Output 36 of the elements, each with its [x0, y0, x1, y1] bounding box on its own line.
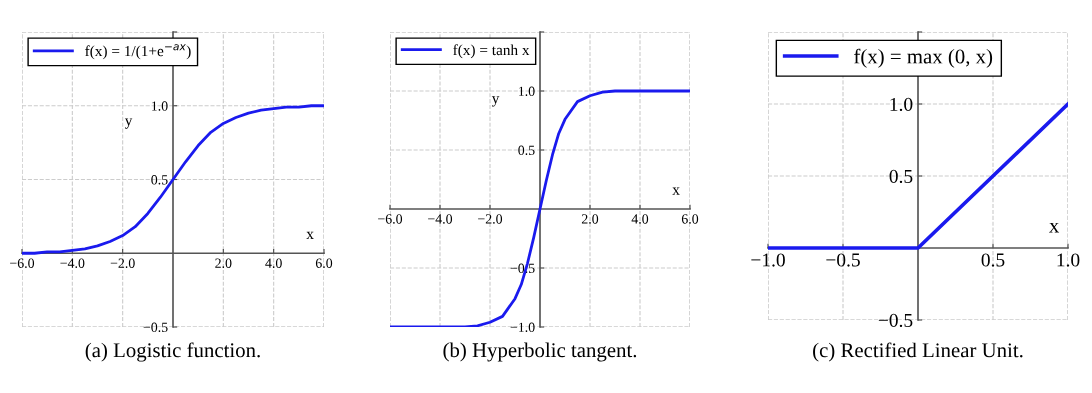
x-tick-label: 6.0	[681, 214, 699, 224]
x-tick-label: −4.0	[428, 214, 453, 224]
x-tick-label: 6.0	[315, 258, 333, 268]
legend-label: f(x) = max (0, x)	[854, 48, 993, 68]
y-axis-title: y	[491, 96, 500, 107]
x-tick-label: −6.0	[10, 258, 35, 268]
x-tick-label: −2.0	[110, 258, 135, 268]
y-tick-label: 1.0	[152, 101, 168, 111]
y-tick-label: 1.0	[519, 86, 535, 97]
y-tick-label: 0.5	[518, 145, 535, 156]
y-tick-label: −0.5	[878, 313, 913, 328]
x-axis-title: x	[672, 187, 680, 195]
text: (a) Logistic function.	[85, 342, 260, 362]
legend-label: f(x) = 1/(1+e$^{−ax}$)	[85, 44, 191, 60]
x-tick-label: 4.0	[265, 258, 282, 268]
y-tick-label: −1.0	[510, 322, 535, 333]
x-tick-label: −4.0	[60, 258, 85, 268]
y-tick-label: 0.5	[151, 175, 168, 185]
y-tick-label: −0.5	[143, 322, 168, 333]
y-tick-label: 1.0	[890, 97, 913, 112]
x-axis-title: x	[306, 231, 314, 239]
x-tick-label: 4.0	[631, 214, 649, 224]
legend-label: f(x) = tanh x	[453, 44, 530, 59]
y-tick-label: 0.5	[889, 169, 913, 184]
text: (b) Hyperbolic tangent.	[443, 342, 637, 362]
x-tick-label: −1.0	[751, 253, 785, 267]
x-tick-label: 2.0	[215, 258, 232, 268]
x-tick-label: −6.0	[378, 214, 403, 224]
x-tick-label: −0.5	[826, 253, 860, 267]
y-axis-title: y	[124, 118, 133, 129]
x-tick-label: 2.0	[581, 214, 599, 224]
x-tick-label: −2.0	[478, 214, 503, 224]
x-axis-title: x	[1049, 222, 1060, 233]
x-tick-label: 1.0	[1057, 253, 1080, 267]
text: (c) Rectified Linear Unit.	[813, 342, 1023, 362]
x-tick-label: 0.5	[981, 253, 1005, 267]
